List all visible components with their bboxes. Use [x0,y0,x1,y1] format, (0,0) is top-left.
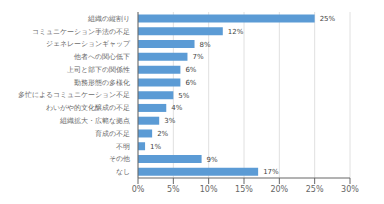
svg-text:25%: 25% [320,15,336,23]
svg-text:組織の縦割り: 組織の縦割り [87,15,130,23]
svg-text:5%: 5% [167,185,180,194]
svg-text:他者への関心低下: 他者への関心低下 [74,53,130,61]
svg-text:不明: 不明 [116,143,130,151]
svg-text:コミュニケーション手法の不足: コミュニケーション手法の不足 [32,28,130,36]
svg-text:5%: 5% [178,92,189,100]
svg-text:多忙によるコミュニケーション不足: 多忙によるコミュニケーション不足 [18,91,130,99]
svg-text:勤務形態の多様化: 勤務形態の多様化 [74,79,130,87]
svg-text:8%: 8% [200,41,211,49]
svg-text:組織拡大・広範な拠点: 組織拡大・広範な拠点 [59,117,130,125]
svg-text:7%: 7% [192,53,203,61]
svg-text:0%: 0% [132,185,145,194]
svg-text:わいがや的文化醸成の不足: わいがや的文化醸成の不足 [46,104,130,112]
svg-text:6%: 6% [185,66,196,74]
svg-text:上司と部下の関係性: 上司と部下の関係性 [67,66,130,74]
svg-text:3%: 3% [164,117,175,125]
svg-text:6%: 6% [185,79,196,87]
svg-text:25%: 25% [306,185,324,194]
svg-text:15%: 15% [235,185,253,194]
svg-text:なし: なし [116,168,130,176]
svg-text:17%: 17% [263,168,279,176]
svg-text:4%: 4% [171,104,182,112]
svg-text:1%: 1% [150,143,161,151]
svg-text:ジェネレーションギャップ: ジェネレーションギャップ [46,40,131,48]
svg-text:10%: 10% [200,185,218,194]
svg-text:その他: その他 [109,155,130,163]
svg-text:30%: 30% [341,185,359,194]
svg-text:20%: 20% [270,185,288,194]
svg-text:12%: 12% [228,28,244,36]
svg-text:9%: 9% [207,156,218,164]
svg-text:2%: 2% [157,130,168,138]
svg-text:育成の不足: 育成の不足 [95,129,130,138]
